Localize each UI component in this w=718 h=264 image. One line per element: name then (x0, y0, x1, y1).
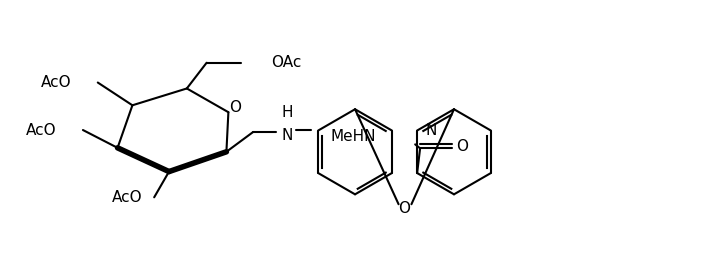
Text: AcO: AcO (112, 190, 143, 205)
Text: O: O (398, 201, 411, 216)
Text: N: N (281, 128, 292, 143)
Text: H: H (281, 105, 292, 120)
Text: MeHN: MeHN (330, 129, 376, 144)
Text: AcO: AcO (40, 75, 71, 90)
Text: OAc: OAc (271, 55, 302, 70)
Text: O: O (229, 100, 241, 115)
Text: AcO: AcO (26, 122, 56, 138)
Text: N: N (425, 123, 437, 138)
Text: O: O (456, 139, 467, 154)
